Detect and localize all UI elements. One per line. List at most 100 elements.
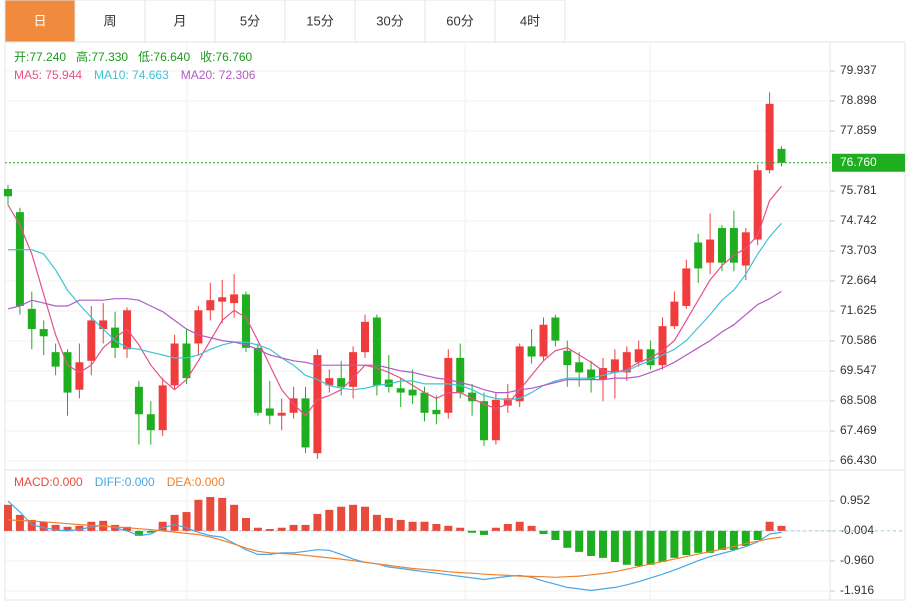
candle-body [587,369,596,380]
y-tick-label: 78.898 [840,93,877,107]
macd-bar [539,530,548,535]
macd-bar [444,525,453,531]
tab-label[interactable]: 月 [173,13,186,28]
legend-entry: MA20: 72.306 [181,68,256,82]
tab[interactable] [494,0,566,43]
candle-body [729,228,738,263]
legend-entry: MA5: 75.944 [14,68,82,82]
candle-body [718,228,726,263]
candle-body [408,389,417,396]
macd-bar [194,499,203,531]
candle-body [741,232,750,266]
macd-bar [718,530,726,551]
tab-label[interactable]: 5分 [240,13,260,28]
macd-bar [670,530,679,558]
macd-bar [432,523,441,531]
macd-bar [15,514,24,531]
macd-bar [384,518,393,531]
candle-body [658,326,667,366]
candle-body [610,359,619,373]
legend-entry: DIFF:0.000 [95,475,155,489]
y-tick-label: 72.664 [840,273,877,287]
macd-bar [230,504,239,531]
candle-body [75,362,84,390]
candle-body [63,352,72,393]
y-tick-label: 77.859 [840,123,877,137]
tab[interactable] [424,0,496,43]
legend-entry: DEA:0.000 [167,475,225,489]
macd-bar [170,514,179,531]
legend-entry: MACD:0.000 [14,475,83,489]
macd-bar [706,530,715,553]
tab-label[interactable]: 4时 [520,13,540,28]
macd-bar [75,525,84,531]
tab[interactable] [354,0,426,43]
macd-bar [480,530,488,535]
y-tick-label: -0.004 [840,523,874,537]
y-tick-label: 79.937 [840,63,877,77]
macd-bar [682,530,691,556]
macd-bar [646,530,655,565]
y-tick-label: 69.547 [840,363,877,377]
tab-label[interactable]: 30分 [376,13,403,28]
macd-bar [63,526,72,531]
macd-bar [134,530,143,536]
candle-body [337,378,346,387]
candle-body [694,242,703,269]
macd-bar [182,512,191,531]
candle-body [670,301,679,327]
macd-bar [27,519,36,531]
candle-body [99,320,108,330]
macd-bar [587,530,596,556]
candle-body [194,310,203,344]
candle-body [146,414,155,431]
candle-body [682,268,691,306]
tab[interactable] [74,0,146,43]
macd-bar [765,521,774,531]
candle-body [289,398,298,413]
ohlc-label: 开:77.240 [14,50,66,64]
tab[interactable] [144,0,216,43]
ma-line [7,185,782,417]
macd-line [7,519,782,578]
candle-body [563,350,572,366]
candle-body [134,386,143,415]
candle-body [634,349,643,363]
macd-bar [420,521,429,531]
candle-body [444,357,453,413]
tab-label[interactable]: 周 [103,13,116,28]
macd-bar [599,530,607,558]
macd-bar [242,518,250,531]
y-tick-label: 68.508 [840,393,877,407]
candle-body [158,385,167,431]
candle-body [468,392,477,402]
macd-bar [658,530,667,562]
macd-bar [622,530,631,565]
candle-body [182,343,191,379]
candle-body [396,388,405,393]
candle-body [384,379,393,387]
current-price-label: 76.760 [840,155,877,169]
macd-bar [456,527,465,531]
macd-bar [694,530,703,553]
macd-bar [289,524,298,531]
candle-body [456,357,465,393]
tab-label[interactable]: 60分 [446,13,473,28]
tab-label[interactable]: 日 [33,13,46,28]
macd-bar [551,530,560,540]
macd-bar [51,524,60,531]
macd-bar [123,526,131,531]
macd-bar [610,530,619,562]
candle-body [15,212,24,306]
tab-label[interactable]: 15分 [306,13,333,28]
current-price-box [832,153,905,172]
macd-bar [563,530,572,548]
candle-body [313,355,322,454]
y-tick-label: 73.703 [840,243,877,257]
macd-bar [634,530,643,567]
y-tick-label: 75.781 [840,183,877,197]
macd-bar [218,497,227,531]
candle-body [349,352,358,387]
macd-bar [361,506,369,531]
